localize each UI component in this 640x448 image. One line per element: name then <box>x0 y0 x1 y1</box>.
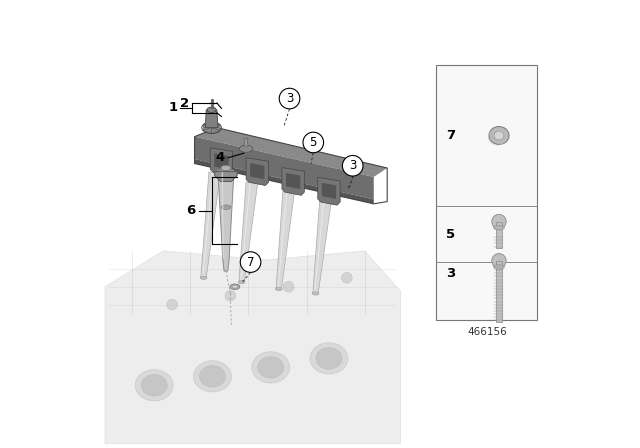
Ellipse shape <box>232 285 237 288</box>
Ellipse shape <box>493 226 504 230</box>
Polygon shape <box>212 125 220 131</box>
Circle shape <box>303 132 324 153</box>
Ellipse shape <box>258 357 284 378</box>
Text: 466156: 466156 <box>467 327 507 336</box>
Text: 6: 6 <box>186 204 196 217</box>
Circle shape <box>279 88 300 109</box>
Ellipse shape <box>230 284 240 289</box>
Text: 5: 5 <box>446 228 456 241</box>
Circle shape <box>225 290 236 301</box>
Text: 5: 5 <box>310 136 317 149</box>
Text: 2: 2 <box>180 96 189 110</box>
Polygon shape <box>199 132 374 172</box>
Ellipse shape <box>489 127 509 144</box>
Polygon shape <box>203 125 212 131</box>
Ellipse shape <box>135 370 173 401</box>
Polygon shape <box>203 122 212 128</box>
Polygon shape <box>317 177 340 205</box>
Polygon shape <box>313 201 331 294</box>
Circle shape <box>492 214 506 228</box>
Text: 7: 7 <box>446 129 456 142</box>
Polygon shape <box>210 148 233 176</box>
Circle shape <box>342 272 352 283</box>
Polygon shape <box>218 170 234 271</box>
Polygon shape <box>214 153 228 169</box>
Polygon shape <box>322 183 336 199</box>
Text: 4: 4 <box>216 151 225 164</box>
Polygon shape <box>276 191 294 289</box>
Text: 7: 7 <box>247 255 254 269</box>
Bar <box>496 261 502 322</box>
Text: 3: 3 <box>446 267 456 280</box>
Ellipse shape <box>310 343 348 374</box>
Circle shape <box>342 155 363 176</box>
Ellipse shape <box>207 107 216 112</box>
Ellipse shape <box>193 361 232 392</box>
Polygon shape <box>286 173 300 189</box>
Polygon shape <box>195 159 374 204</box>
Polygon shape <box>282 168 305 195</box>
Polygon shape <box>105 251 401 444</box>
Polygon shape <box>239 182 258 283</box>
Polygon shape <box>212 128 220 134</box>
Polygon shape <box>195 137 374 199</box>
Circle shape <box>284 281 294 292</box>
Ellipse shape <box>221 165 231 171</box>
Ellipse shape <box>221 205 231 209</box>
Ellipse shape <box>238 280 245 284</box>
Text: 3: 3 <box>286 92 293 105</box>
Ellipse shape <box>200 276 207 280</box>
Text: 1: 1 <box>168 101 178 115</box>
Circle shape <box>167 299 177 310</box>
Ellipse shape <box>493 265 504 269</box>
Bar <box>496 221 502 247</box>
Ellipse shape <box>252 352 290 383</box>
Bar <box>436 65 538 320</box>
Ellipse shape <box>316 348 342 369</box>
Polygon shape <box>203 128 212 134</box>
Polygon shape <box>205 110 218 128</box>
Polygon shape <box>195 128 387 177</box>
Ellipse shape <box>312 292 319 295</box>
Ellipse shape <box>494 131 504 140</box>
Polygon shape <box>212 122 220 128</box>
Ellipse shape <box>275 287 282 291</box>
Polygon shape <box>215 172 237 181</box>
Ellipse shape <box>239 145 253 152</box>
Polygon shape <box>246 158 269 185</box>
Polygon shape <box>250 163 264 179</box>
Polygon shape <box>201 172 221 278</box>
Ellipse shape <box>200 366 225 387</box>
Text: 3: 3 <box>349 159 356 172</box>
Circle shape <box>240 252 261 272</box>
Ellipse shape <box>141 375 167 396</box>
Circle shape <box>492 254 506 268</box>
